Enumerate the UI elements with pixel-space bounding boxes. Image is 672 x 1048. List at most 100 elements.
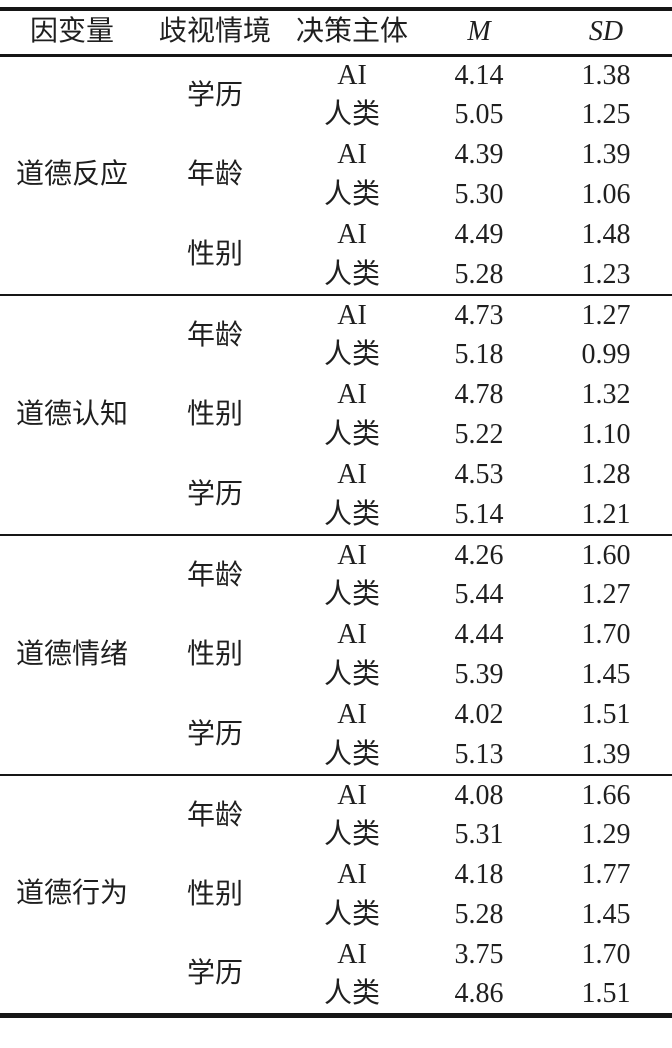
table-row: 人类 5.18 0.99 — [0, 335, 672, 375]
variable-group: 道德情绪 年龄 AI 4.26 1.60 人类 5.44 1.27 性别 AI 4.44 1.70 人类… — [0, 535, 672, 775]
sd-cell: 1.51 — [581, 977, 631, 1009]
variable-cell: 道德反应 — [15, 159, 128, 191]
header-cell-context: 歧视情境 — [158, 16, 271, 48]
mean-cell: 4.78 — [454, 379, 504, 410]
mean-cell: 5.39 — [454, 659, 504, 690]
mean-cell: 5.18 — [454, 339, 504, 370]
agent-cell: 人类 — [323, 977, 380, 1009]
mean-cell: 4.26 — [454, 539, 504, 571]
table-row: 道德反应 学历 AI 4.14 1.38 — [0, 55, 672, 189]
sd-cell: 1.77 — [581, 859, 631, 890]
mean-cell: 4.18 — [454, 859, 504, 890]
mean-cell: 3.75 — [454, 939, 504, 970]
agent-cell: 人类 — [323, 659, 380, 690]
sd-cell: 1.38 — [581, 59, 631, 91]
sd-cell: 1.70 — [581, 939, 631, 970]
agent-cell: 人类 — [323, 579, 380, 610]
context-cell: 学历 — [186, 79, 243, 111]
mean-cell: 5.30 — [454, 179, 504, 210]
mean-cell: 4.49 — [454, 219, 504, 250]
variable-cell: 道德行为 — [15, 878, 128, 910]
table-row: 性别 AI 4.78 1.32 — [0, 375, 672, 429]
sd-cell: 1.70 — [581, 619, 631, 650]
sd-cell: 1.39 — [581, 139, 631, 170]
agent-cell: AI — [337, 859, 367, 890]
sd-cell: 1.66 — [581, 779, 631, 811]
table-row: 人类 5.44 1.27 — [0, 575, 672, 615]
sd-cell: 1.06 — [581, 179, 631, 210]
variable-cell: 道德认知 — [15, 399, 128, 430]
mean-cell: 4.53 — [454, 459, 504, 490]
context-cell: 年龄 — [186, 159, 243, 190]
agent-cell: AI — [337, 539, 367, 571]
table-row: 道德认知 年龄 AI 4.73 1.27 — [0, 295, 672, 429]
agent-cell: 人类 — [323, 899, 380, 930]
agent-cell: AI — [337, 139, 367, 170]
variable-cell: 道德情绪 — [15, 639, 128, 670]
mean-cell: 5.28 — [454, 899, 504, 930]
agent-cell: AI — [337, 459, 367, 490]
mean-cell: 4.73 — [454, 299, 504, 331]
agent-cell: 人类 — [323, 258, 380, 290]
mean-cell: 4.44 — [454, 619, 504, 650]
agent-cell: AI — [337, 779, 367, 811]
table-row: 性别 AI 4.44 1.70 — [0, 615, 672, 669]
variable-group: 道德行为 年龄 AI 4.08 1.66 人类 5.31 1.29 性别 AI 4.18 1.77 人类… — [0, 775, 672, 1015]
mean-cell: 5.22 — [454, 419, 504, 450]
table-row: 人类 5.28 1.45 — [0, 895, 672, 935]
agent-cell: AI — [337, 299, 367, 331]
table-row: 学历 AI 4.53 1.28 — [0, 455, 672, 509]
sd-cell: 1.32 — [581, 379, 631, 410]
sd-cell: 1.27 — [581, 579, 631, 610]
sd-cell: 1.51 — [581, 699, 631, 730]
sd-cell: 1.45 — [581, 659, 631, 690]
agent-cell: 人类 — [323, 498, 380, 530]
sd-cell: 1.29 — [581, 819, 631, 850]
table-row: 道德情绪 年龄 AI 4.26 1.60 — [0, 535, 672, 669]
header-cell-agent: 决策主体 — [295, 16, 408, 48]
table-row: 人类 5.22 1.10 — [0, 415, 672, 455]
header-cell-sd: SD — [588, 16, 624, 48]
table-row: 年龄 AI 4.39 1.39 — [0, 135, 672, 189]
agent-cell: AI — [337, 939, 367, 970]
agent-cell: 人类 — [323, 419, 380, 450]
sd-cell: 1.23 — [581, 258, 631, 290]
mean-cell: 4.14 — [454, 59, 504, 91]
mean-cell: 5.13 — [454, 738, 504, 770]
sd-cell: 1.60 — [581, 539, 631, 571]
mean-cell: 4.08 — [454, 779, 504, 811]
sd-cell: 0.99 — [581, 339, 631, 370]
agent-cell: 人类 — [323, 179, 380, 210]
table-row: 性别 AI 4.49 1.48 — [0, 215, 672, 269]
variable-group: 道德反应 学历 AI 4.14 1.38 人类 5.05 1.25 年龄 AI 4.39 1.39 人类… — [0, 55, 672, 295]
header-row: 因变量 歧视情境 决策主体 M SD — [0, 9, 672, 55]
context-cell: 学历 — [186, 478, 243, 510]
table-row: 人类 5.31 1.29 — [0, 815, 672, 855]
sd-cell: 1.39 — [581, 738, 631, 770]
mean-cell: 4.02 — [454, 699, 504, 730]
agent-cell: 人类 — [323, 819, 380, 850]
context-cell: 性别 — [186, 238, 243, 270]
context-cell: 性别 — [186, 639, 243, 670]
context-cell: 年龄 — [186, 319, 243, 351]
sd-cell: 1.28 — [581, 459, 631, 490]
mean-cell: 5.05 — [454, 99, 504, 130]
sd-cell: 1.45 — [581, 899, 631, 930]
agent-cell: AI — [337, 379, 367, 410]
context-cell: 学历 — [186, 718, 243, 750]
context-cell: 年龄 — [186, 799, 243, 831]
header-cell-mean: M — [467, 16, 491, 48]
agent-cell: AI — [337, 219, 367, 250]
table-row: 人类 5.14 1.21 — [0, 495, 672, 535]
table-row: 道德行为 年龄 AI 4.08 1.66 — [0, 775, 672, 908]
table-row: 人类 5.30 1.06 — [0, 175, 672, 215]
table-row: 学历 AI 4.02 1.51 — [0, 695, 672, 749]
table-row: 学历 AI 3.75 1.70 — [0, 935, 672, 988]
sd-cell: 1.25 — [581, 99, 631, 130]
table-row: 人类 5.39 1.45 — [0, 655, 672, 695]
agent-cell: 人类 — [323, 339, 380, 370]
sd-cell: 1.10 — [581, 419, 631, 450]
table-header: 因变量 歧视情境 决策主体 M SD — [0, 9, 672, 55]
mean-cell: 5.44 — [454, 579, 504, 610]
header-cell-variable: 因变量 — [29, 16, 114, 48]
